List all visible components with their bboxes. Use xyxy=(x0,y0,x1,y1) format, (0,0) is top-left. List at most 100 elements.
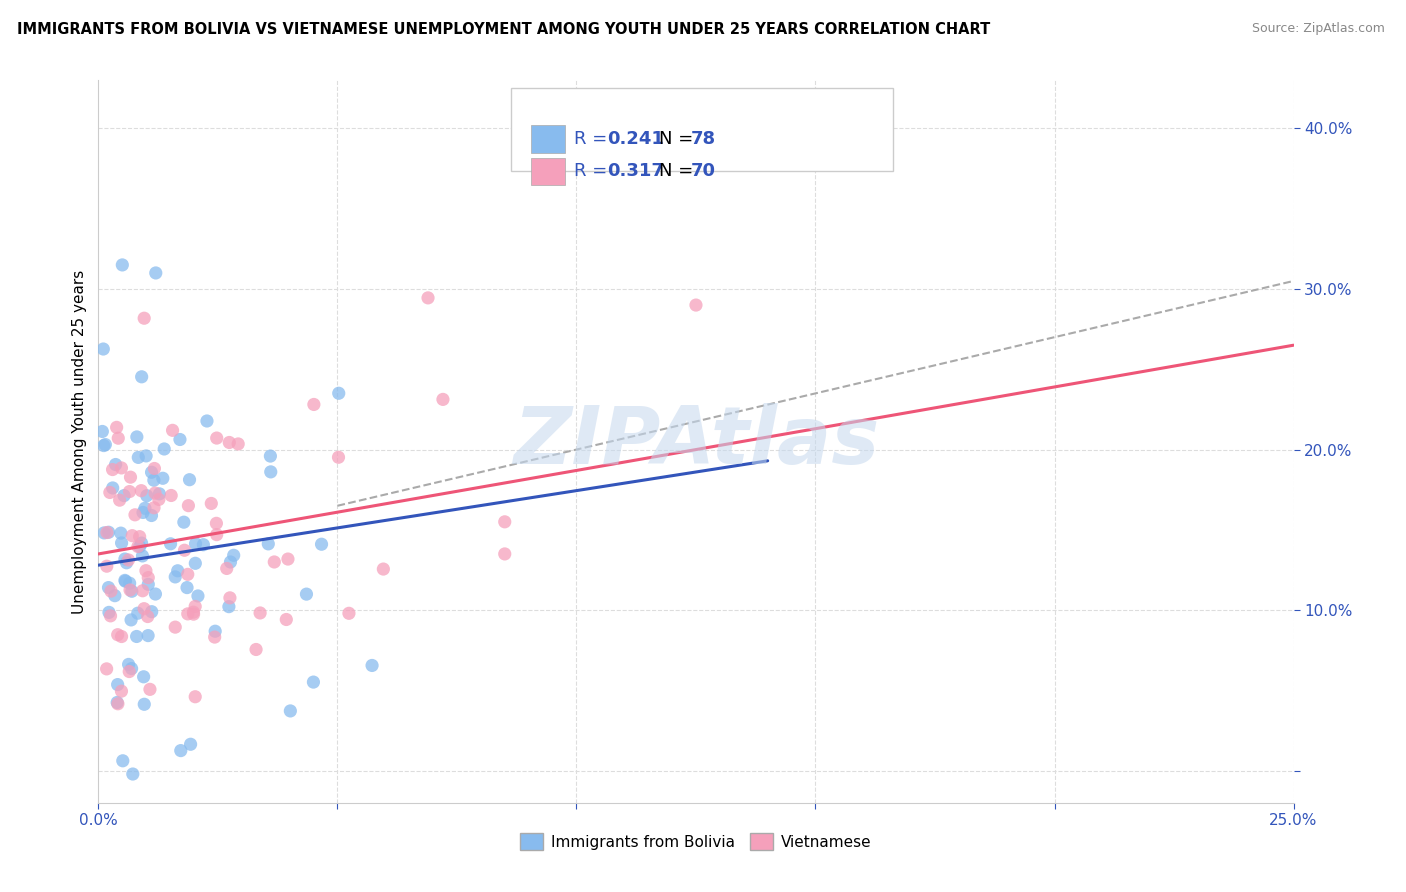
Point xyxy=(193,538,215,552)
Point xyxy=(112,489,135,503)
Point xyxy=(219,591,242,605)
Point xyxy=(134,698,156,712)
Point xyxy=(128,530,150,544)
Point xyxy=(132,506,155,520)
Point xyxy=(104,458,127,472)
Text: N =: N = xyxy=(659,162,699,180)
Point xyxy=(110,461,132,475)
Point xyxy=(280,704,302,718)
Point xyxy=(148,487,170,501)
Point xyxy=(121,767,143,781)
Text: 78: 78 xyxy=(692,130,716,148)
Text: Source: ZipAtlas.com: Source: ZipAtlas.com xyxy=(1251,22,1385,36)
Point xyxy=(259,449,281,463)
Point xyxy=(101,462,124,476)
Point xyxy=(110,526,132,541)
Point xyxy=(177,499,200,513)
Point xyxy=(173,543,195,558)
Point xyxy=(257,537,280,551)
Point xyxy=(276,613,298,627)
Point xyxy=(302,397,325,411)
Point xyxy=(200,496,222,510)
Point xyxy=(107,677,129,691)
Point xyxy=(180,737,202,751)
Point xyxy=(165,620,187,634)
Point xyxy=(152,471,174,485)
Point xyxy=(135,449,157,463)
Point xyxy=(494,515,516,529)
Point xyxy=(141,465,163,479)
Point xyxy=(141,508,163,523)
Point xyxy=(218,435,240,450)
Point xyxy=(100,584,122,599)
Point xyxy=(98,485,121,500)
Point xyxy=(141,605,163,619)
Point xyxy=(136,577,159,591)
Point xyxy=(416,291,439,305)
Point xyxy=(110,684,132,698)
Point xyxy=(245,642,267,657)
Point xyxy=(107,697,129,711)
Y-axis label: Unemployment Among Youth under 25 years: Unemployment Among Youth under 25 years xyxy=(72,269,87,614)
Point xyxy=(136,609,159,624)
Point xyxy=(105,696,128,710)
Point xyxy=(100,608,122,623)
Point xyxy=(302,675,325,690)
Point xyxy=(111,754,134,768)
Point xyxy=(260,465,283,479)
Point xyxy=(118,582,141,597)
Text: 0.317: 0.317 xyxy=(607,162,665,180)
Point xyxy=(91,342,114,356)
Point xyxy=(117,657,139,672)
Bar xyxy=(531,158,565,185)
FancyBboxPatch shape xyxy=(510,87,893,170)
Legend: Immigrants from Bolivia, Vietnamese: Immigrants from Bolivia, Vietnamese xyxy=(515,827,877,856)
Point xyxy=(184,690,207,704)
Point xyxy=(115,556,138,570)
Point xyxy=(222,549,245,563)
Point xyxy=(108,493,131,508)
Text: 0.241: 0.241 xyxy=(607,130,665,148)
Point xyxy=(136,571,159,585)
Point xyxy=(136,629,159,643)
Point xyxy=(170,743,193,757)
Point xyxy=(93,525,115,540)
Point xyxy=(494,547,516,561)
Point xyxy=(96,525,118,540)
Point xyxy=(277,552,299,566)
Point xyxy=(96,559,118,574)
Point xyxy=(132,601,155,615)
Point xyxy=(145,266,167,280)
Point xyxy=(121,529,143,543)
Point xyxy=(226,437,249,451)
Point xyxy=(105,420,128,434)
Point xyxy=(98,606,121,620)
Point xyxy=(159,537,181,551)
Point xyxy=(125,630,148,644)
Point xyxy=(114,552,136,566)
Point xyxy=(195,414,218,428)
Point xyxy=(93,439,115,453)
Point xyxy=(157,830,180,844)
Text: N =: N = xyxy=(659,130,699,148)
Point xyxy=(295,587,318,601)
Point xyxy=(166,564,188,578)
Point xyxy=(177,607,200,621)
Point xyxy=(219,555,242,569)
Point xyxy=(183,607,205,622)
Point xyxy=(165,570,187,584)
Point xyxy=(162,423,184,437)
Point xyxy=(328,386,350,401)
Point xyxy=(328,450,350,465)
Point xyxy=(263,555,285,569)
Point xyxy=(184,537,207,551)
Point xyxy=(134,501,156,516)
Point xyxy=(118,665,141,679)
Point xyxy=(111,830,134,845)
Point xyxy=(91,425,114,439)
Point xyxy=(96,662,118,676)
Point xyxy=(135,489,157,503)
Point xyxy=(143,500,166,515)
Point xyxy=(160,488,183,502)
Point xyxy=(169,433,191,447)
